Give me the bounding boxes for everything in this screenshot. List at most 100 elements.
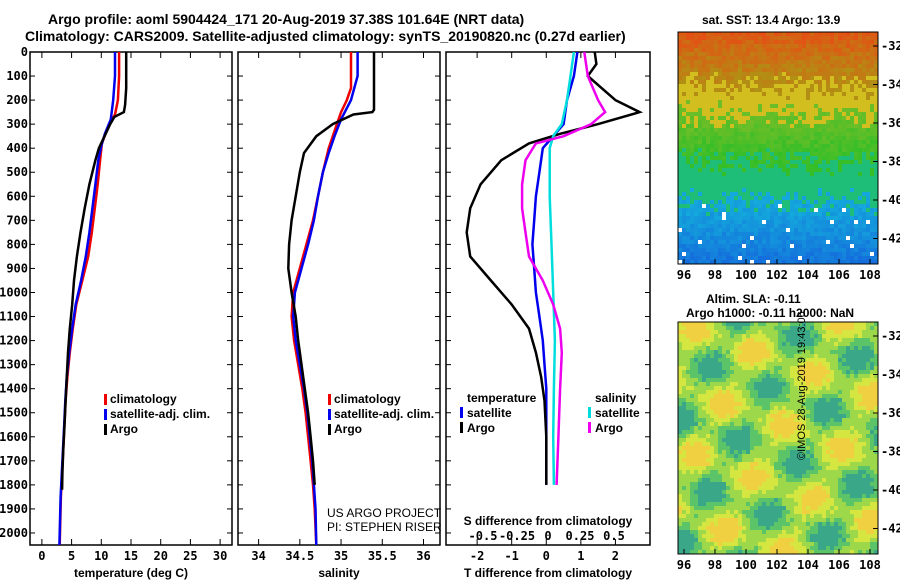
map-cell <box>790 80 795 85</box>
map-cell <box>818 156 823 161</box>
map-cell <box>766 60 771 65</box>
map-cell <box>834 132 839 137</box>
map-cell <box>766 72 771 77</box>
map-cell <box>714 220 719 225</box>
map-cell <box>802 382 807 387</box>
map-cell <box>714 48 719 53</box>
map-cell <box>858 338 863 343</box>
map-cell <box>686 192 691 197</box>
map-cell <box>694 430 699 435</box>
map-cell <box>706 342 711 347</box>
y-tick-label: 1400 <box>0 382 28 396</box>
map-cell <box>810 48 815 53</box>
map-cell <box>758 374 763 379</box>
map-cell <box>686 342 691 347</box>
map-cell <box>710 410 715 415</box>
map-cell <box>690 160 695 165</box>
map-cell <box>790 414 795 419</box>
map-cell <box>806 236 811 241</box>
map-cell <box>742 370 747 375</box>
map-cell <box>710 156 715 161</box>
map-cell <box>722 140 727 145</box>
map-cell <box>874 64 879 69</box>
map-cell <box>870 100 875 105</box>
map-cell <box>686 252 691 257</box>
map-cell <box>842 212 847 217</box>
map-cell <box>858 160 863 165</box>
map-cell <box>842 92 847 97</box>
map-cell <box>746 366 751 371</box>
map-cell <box>826 152 831 157</box>
map-cell <box>774 236 779 241</box>
map-cell <box>734 386 739 391</box>
map-cell <box>710 208 715 213</box>
map-cell <box>830 366 835 371</box>
map-cell <box>858 366 863 371</box>
map-cell <box>858 386 863 391</box>
map-cell <box>686 442 691 447</box>
top-tick-label: 0.5 <box>603 529 625 543</box>
map-cell <box>750 446 755 451</box>
map-cell <box>818 458 823 463</box>
map-cell <box>702 76 707 81</box>
map-cell <box>766 446 771 451</box>
map-cell <box>866 438 871 443</box>
map-cell <box>794 140 799 145</box>
map-cell <box>758 236 763 241</box>
map-cell <box>722 128 727 133</box>
map-cell <box>730 410 735 415</box>
map-cell <box>774 220 779 225</box>
map-cell <box>866 136 871 141</box>
map-cell <box>826 458 831 463</box>
map-cell <box>830 224 835 229</box>
map-cell <box>830 338 835 343</box>
map-cell <box>822 414 827 419</box>
map-cell <box>690 386 695 391</box>
map-cell <box>846 342 851 347</box>
map-cell <box>762 260 767 265</box>
map-cell <box>686 418 691 423</box>
map-cell <box>694 136 699 141</box>
map-cell <box>842 454 847 459</box>
map-cell <box>830 434 835 439</box>
map-cell <box>742 164 747 169</box>
map-cell <box>842 100 847 105</box>
map-cell <box>850 40 855 45</box>
map-cell <box>818 382 823 387</box>
map-cell <box>794 252 799 257</box>
map-cell <box>754 84 759 89</box>
map-cell <box>710 60 715 65</box>
map-cell <box>798 188 803 193</box>
map-cell <box>866 176 871 181</box>
map-cell <box>798 228 803 233</box>
map-cell <box>858 350 863 355</box>
map-cell <box>758 216 763 221</box>
map-cell <box>730 44 735 49</box>
map-cell <box>846 334 851 339</box>
map-cell <box>874 72 879 77</box>
map-cell <box>818 366 823 371</box>
map-cell <box>814 36 819 41</box>
map-cell <box>702 104 707 109</box>
map-cell <box>778 80 783 85</box>
map-cell <box>790 240 795 245</box>
map-cell <box>750 252 755 257</box>
map-cell <box>846 338 851 343</box>
map-cell <box>706 236 711 241</box>
map-cell <box>798 386 803 391</box>
map-cell <box>834 442 839 447</box>
map-cell <box>706 156 711 161</box>
map-cell <box>822 128 827 133</box>
map-cell <box>826 224 831 229</box>
map-cell <box>814 232 819 237</box>
map-cell <box>822 362 827 367</box>
map-cell <box>746 386 751 391</box>
map-cell <box>690 148 695 153</box>
map-cell <box>786 72 791 77</box>
map-cell <box>682 112 687 117</box>
map-cell <box>870 350 875 355</box>
map-cell <box>838 60 843 65</box>
map-cell <box>742 96 747 101</box>
map-cell <box>806 454 811 459</box>
map-cell <box>810 212 815 217</box>
